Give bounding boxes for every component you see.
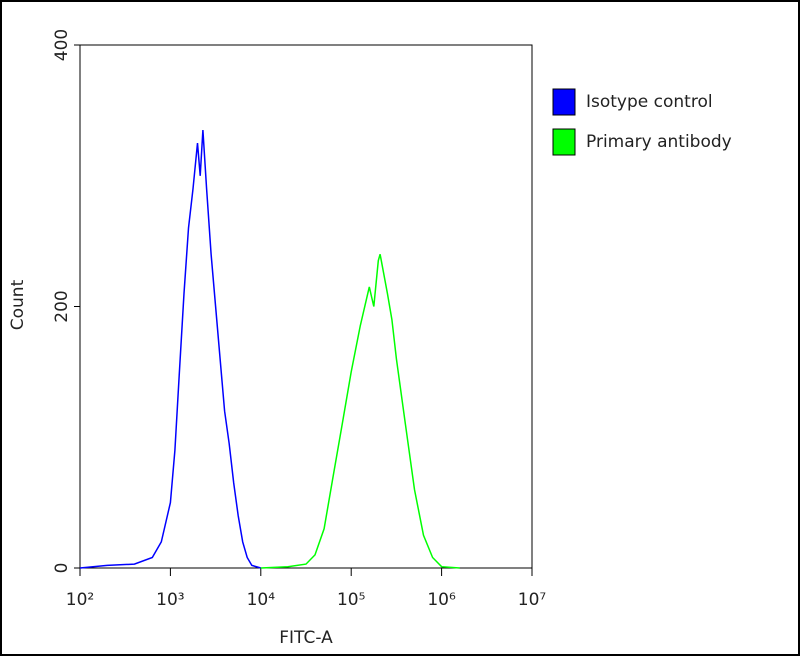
legend-swatch bbox=[552, 88, 576, 116]
plot-area bbox=[79, 44, 533, 569]
y-axis-label: Count bbox=[8, 279, 28, 330]
x-axis-label: FITC-A bbox=[279, 628, 333, 648]
x-tick-label: 10⁴ bbox=[247, 590, 276, 610]
y-tick-label: 200 bbox=[52, 290, 72, 322]
legend-label: Isotype control bbox=[586, 92, 713, 112]
x-tick-label: 10⁶ bbox=[427, 590, 456, 610]
x-tick-label: 10⁷ bbox=[518, 590, 547, 610]
x-tick-label: 10³ bbox=[156, 590, 184, 610]
series-line bbox=[260, 253, 460, 569]
y-tick-label: 0 bbox=[52, 563, 72, 574]
legend-swatch bbox=[552, 128, 576, 156]
x-tick-label: 10² bbox=[66, 590, 94, 610]
legend-label: Primary antibody bbox=[586, 132, 732, 152]
y-tick-label: 400 bbox=[52, 29, 72, 61]
x-tick-label: 10⁵ bbox=[337, 590, 365, 610]
series-line bbox=[79, 129, 262, 569]
